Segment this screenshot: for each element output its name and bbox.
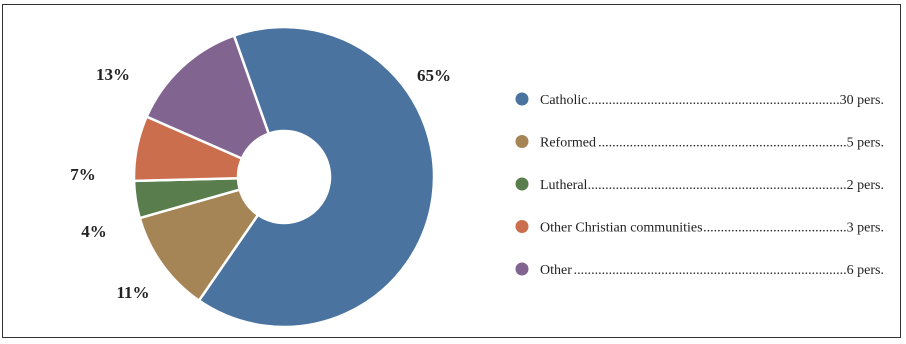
chart-frame (2, 4, 901, 338)
legend-swatch (515, 135, 529, 148)
legend-label: Other (540, 263, 572, 278)
legend-leader-dots: ........................................… (598, 136, 847, 151)
legend-count: 2 pers. (847, 178, 884, 193)
legend: Catholic 30 pers.........................… (515, 92, 884, 278)
legend-swatch (515, 177, 529, 191)
legend-leader-dots: ........................................… (588, 93, 840, 108)
legend-label: Catholic (540, 93, 587, 108)
percent-label-other-christian-communities: 7% (70, 165, 96, 184)
legend-count: 30 pers. (840, 93, 884, 108)
legend-label: Reformed (540, 136, 596, 151)
legend-label: Lutheral (540, 178, 588, 193)
legend-leader-dots: ........................................… (703, 221, 847, 236)
legend-item-catholic: Catholic 30 pers.........................… (515, 92, 884, 108)
legend-count: 3 pers. (847, 221, 884, 236)
legend-leader-dots: ........................................… (574, 263, 847, 278)
pie-slice-reformed (138, 188, 260, 302)
percent-label-lutheral: 4% (81, 222, 107, 241)
percent-label-catholic: 65% (417, 66, 451, 85)
pie-slice-other (145, 34, 270, 160)
percent-label-reformed: 11% (116, 283, 149, 302)
legend-swatch (515, 220, 529, 233)
percent-labels: 65% 11% 4% 7% 13% (70, 65, 451, 302)
percent-label-other: 13% (96, 65, 130, 84)
legend-swatch (515, 262, 529, 276)
legend-item-other: Other 6 pers.............................… (515, 262, 884, 278)
legend-item-other-christian-communities: Other Christian communities 3 pers.......… (515, 220, 884, 236)
legend-swatch (515, 92, 529, 106)
legend-count: 5 pers. (847, 136, 884, 151)
legend-item-lutheral: Lutheral 2 pers..........................… (515, 177, 884, 193)
legend-item-reformed: Reformed 5 pers..........................… (515, 135, 884, 151)
pie-slices (132, 25, 436, 329)
legend-count: 6 pers. (847, 263, 884, 278)
legend-label: Other Christian communities (540, 221, 703, 236)
legend-leader-dots: ........................................… (588, 178, 847, 193)
